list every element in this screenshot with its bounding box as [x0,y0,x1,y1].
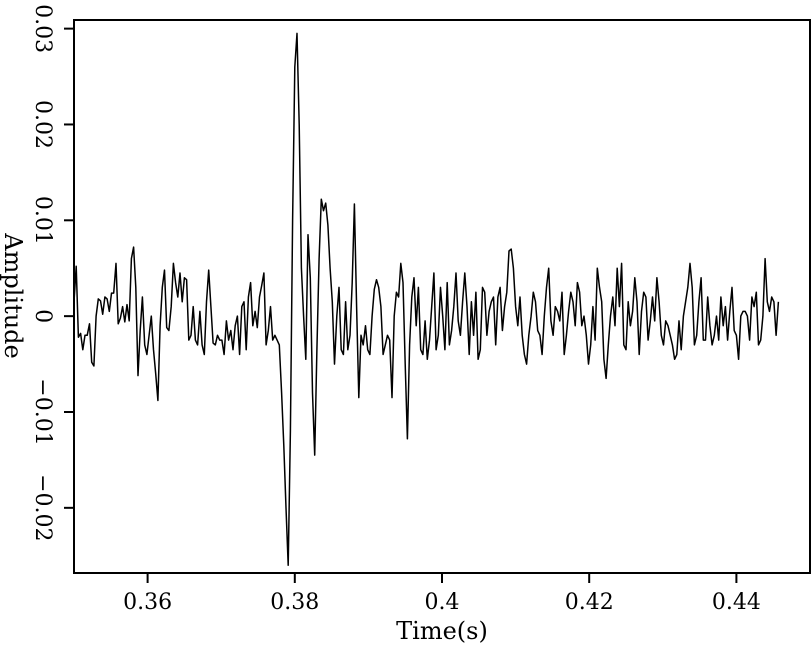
x-tick-label: 0.4 [425,590,460,615]
x-axis-ticks: 0.36 0.38 0.4 0.42 0.44 [123,573,761,615]
x-tick-label: 0.42 [565,590,614,615]
y-tick-label: 0.03 [30,4,55,53]
y-axis-ticks: −0.02 −0.01 0 0.01 0.02 0.03 [30,4,74,542]
y-tick-label: 0 [30,309,55,323]
y-axis-label: Amplitude [0,232,27,358]
y-tick-label: −0.01 [30,378,55,445]
x-axis-label: Time(s) [396,617,488,645]
x-tick-label: 0.36 [123,590,172,615]
y-tick-label: 0.01 [30,196,55,245]
series-line [73,32,780,567]
x-tick-label: 0.44 [712,590,761,615]
y-tick-label: −0.02 [30,474,55,541]
x-tick-label: 0.38 [270,590,319,615]
y-tick-label: 0.02 [30,100,55,149]
